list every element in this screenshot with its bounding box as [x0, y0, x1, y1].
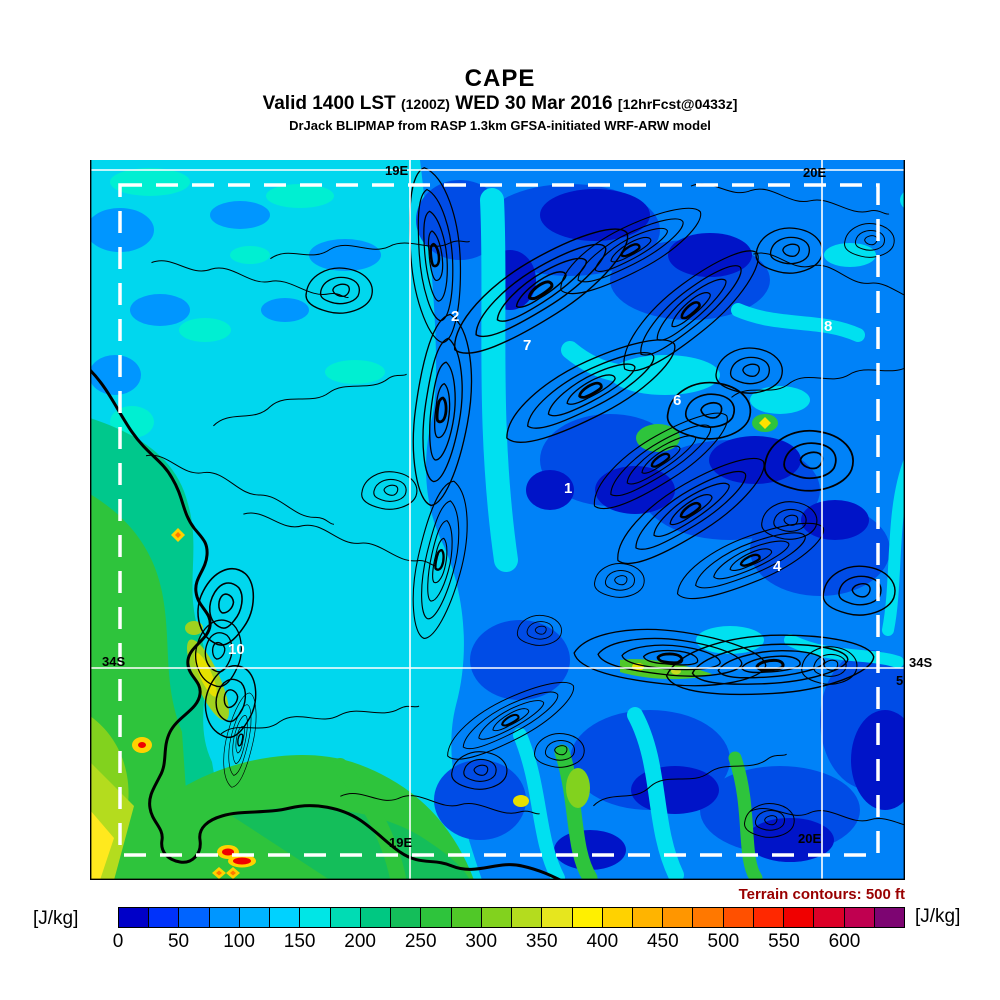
colorbar-tick: 0 [112, 931, 124, 952]
colorbar-segment [239, 908, 271, 927]
colorbar-segment [119, 908, 150, 927]
colorbar-tick: 150 [283, 931, 316, 952]
model-credit: DrJack BLIPMAP from RASP 1.3km GFSA-init… [289, 118, 711, 134]
colorbar-tick: 300 [465, 931, 498, 952]
colorbar-segment [512, 908, 543, 927]
cape-map-plot [90, 160, 905, 880]
colorbar-segment [481, 908, 513, 927]
colorbar-segment [693, 908, 724, 927]
colorbar-segment [149, 908, 180, 927]
colorbar-segment [814, 908, 845, 927]
colorbar-segment [572, 908, 603, 927]
colorbar-unit-right: [J/kg] [915, 906, 961, 927]
cape-map: 19E 20E 34S 19E 20E 5 2 7 8 6 1 4 10 [90, 160, 905, 880]
colorbar-tick: 350 [525, 931, 558, 952]
valid-time-line: Valid 1400 LST (1200Z) WED 30 Mar 2016 [… [0, 93, 1000, 115]
colorbar-segment [391, 908, 422, 927]
colorbar-tick: 50 [167, 931, 190, 952]
colorbar-segment [663, 908, 694, 927]
colorbar-segment [451, 908, 482, 927]
cape-color-field [90, 160, 905, 880]
latitude-label-right: 34S [909, 655, 933, 670]
valid-time: Valid 1400 LST [262, 93, 396, 115]
colorbar-segment [723, 908, 754, 927]
colorbar-segment [784, 908, 815, 927]
colorbar-segment [300, 908, 331, 927]
colorbar-tick: 450 [646, 931, 679, 952]
colorbar-segment [330, 908, 361, 927]
colorbar-segment [632, 908, 664, 927]
colorbar-segment [602, 908, 633, 927]
colorbar-segment [421, 908, 452, 927]
colorbar-ticks: 0 50 100 150 200 250 300 350 400 450 500 550 600 [113, 931, 905, 955]
colorbar-segment [844, 908, 875, 927]
map-frame [90, 160, 905, 880]
cape-hotspots [132, 414, 778, 879]
colorbar-segment [753, 908, 785, 927]
colorbar-tick: 250 [404, 931, 437, 952]
colorbar-unit-left: [J/kg] [33, 908, 79, 929]
colorbar-segment [542, 908, 573, 927]
colorbar-tick: 600 [828, 931, 861, 952]
model-domain-box [118, 183, 880, 857]
colorbar-swatches [118, 907, 905, 928]
colorbar-segment [270, 908, 301, 927]
colorbar-segment [209, 908, 240, 927]
zulu-time: (1200Z) [400, 96, 450, 113]
colorbar-segment [179, 908, 210, 927]
colorbar-tick: 500 [707, 931, 740, 952]
colorbar-tick: 100 [223, 931, 255, 952]
valid-date: WED 30 Mar 2016 [455, 93, 613, 115]
header: CAPE Valid 1400 LST (1200Z) WED 30 Mar 2… [0, 66, 1000, 133]
graticule [90, 160, 905, 880]
colorbar-segment [360, 908, 392, 927]
forecast-run: [12hrFcst@0433z] [617, 96, 738, 113]
colorbar-tick: 200 [344, 931, 376, 952]
colorbar-tick: 550 [768, 931, 800, 952]
page-title: CAPE [464, 65, 536, 92]
terrain-note: Terrain contours: 500 ft [738, 886, 905, 903]
colorbar-segment [874, 908, 905, 927]
colorbar-tick: 400 [586, 931, 619, 952]
coastline [90, 368, 562, 880]
